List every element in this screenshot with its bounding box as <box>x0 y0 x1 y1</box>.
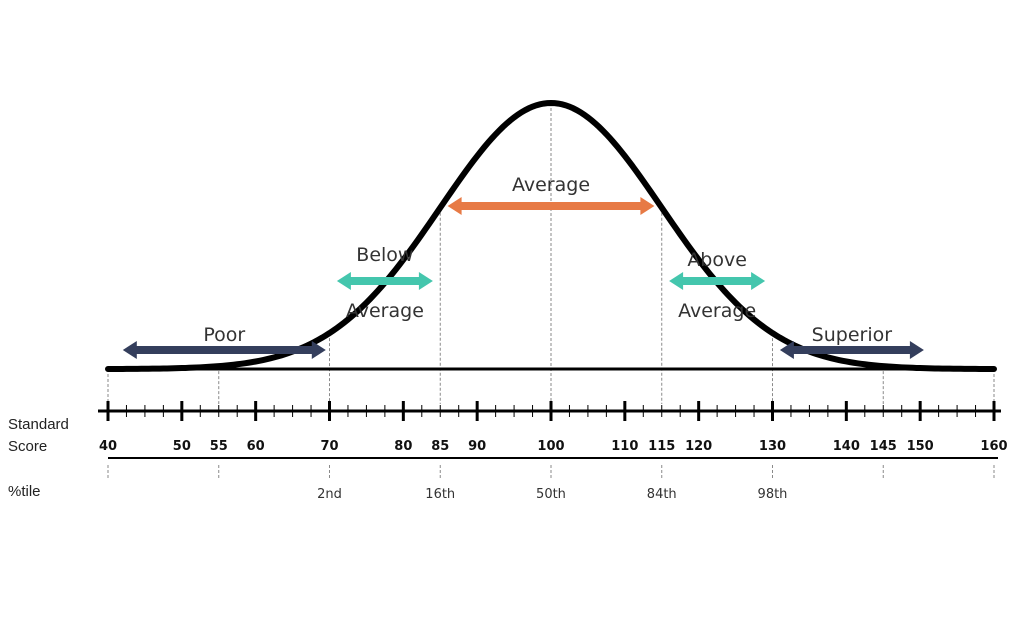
score-label-140: 140 <box>833 439 860 454</box>
band-average: Average <box>447 174 655 215</box>
score-label-90: 90 <box>468 439 486 454</box>
score-label-120: 120 <box>685 439 712 454</box>
percentile-labels: 2nd 16th 50th 84th 98th <box>317 487 787 502</box>
band-poor: Poor <box>122 324 326 359</box>
standard-score-label-line-1: Standard <box>8 416 69 433</box>
band-superior: Superior <box>779 324 924 359</box>
score-label-160: 160 <box>980 439 1007 454</box>
percentile-label-98th: 98th <box>758 487 788 502</box>
band-below_average: Below Average <box>336 244 433 322</box>
below_average-label-line-2: Average <box>346 300 424 322</box>
superior-double-arrow <box>779 341 924 359</box>
superior-label: Superior <box>812 324 893 346</box>
below_average-double-arrow <box>336 272 433 290</box>
average-double-arrow <box>447 197 655 215</box>
score-label-150: 150 <box>907 439 934 454</box>
poor-double-arrow <box>122 341 326 359</box>
score-label-115: 115 <box>648 439 675 454</box>
band-above_average: Above Average <box>669 249 766 322</box>
score-label-80: 80 <box>394 439 412 454</box>
bell-curve <box>105 99 997 372</box>
average-label: Average <box>512 174 590 196</box>
score-label-50: 50 <box>173 439 191 454</box>
poor-label: Poor <box>203 324 245 346</box>
score-label-110: 110 <box>611 439 638 454</box>
score-label-100: 100 <box>537 439 564 454</box>
above_average-label-line-2: Average <box>678 300 756 322</box>
score-axis-ticks <box>106 401 996 421</box>
percentile-label-50th: 50th <box>536 487 566 502</box>
standard-score-label: Standard Score <box>8 414 69 458</box>
score-label-70: 70 <box>320 439 338 454</box>
percentile-label-2nd: 2nd <box>317 487 342 502</box>
percentile-label: %tile <box>8 483 41 500</box>
score-label-130: 130 <box>759 439 786 454</box>
score-label-40: 40 <box>99 439 117 454</box>
guide-lines <box>107 103 995 480</box>
percentile-label-16th: 16th <box>425 487 455 502</box>
score-label-55: 55 <box>210 439 228 454</box>
score-axis-labels: 40 50 55 60 70 80 85 90 100 110 115 120 130 140 145 150… <box>99 439 1008 454</box>
percentile-label-84th: 84th <box>647 487 677 502</box>
score-label-60: 60 <box>247 439 265 454</box>
score-label-145: 145 <box>870 439 897 454</box>
above_average-double-arrow <box>669 272 766 290</box>
classification-bands: Poor Below Average Average Above Average Super… <box>122 174 924 359</box>
standard-score-label-line-2: Score <box>8 438 48 455</box>
above_average-label-line-1: Above <box>687 249 747 271</box>
score-label-85: 85 <box>431 439 449 454</box>
below_average-label-line-1: Below <box>356 244 413 266</box>
